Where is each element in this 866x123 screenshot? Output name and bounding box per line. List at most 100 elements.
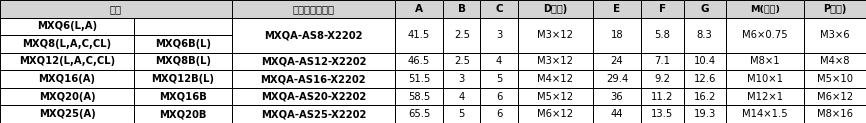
Bar [481, 105, 518, 123]
Bar [443, 70, 481, 88]
Text: MXQ25(A): MXQ25(A) [39, 109, 95, 119]
Text: D注１): D注１) [543, 4, 567, 14]
Text: 51.5: 51.5 [408, 74, 430, 84]
Text: 24: 24 [611, 56, 624, 67]
Bar [726, 105, 805, 123]
Bar [232, 105, 395, 123]
Bar [805, 18, 866, 53]
Text: MXQ6B(L): MXQ6B(L) [155, 39, 211, 49]
Text: MXQ16B: MXQ16B [159, 92, 207, 102]
Text: G: G [701, 4, 709, 14]
Text: 2.5: 2.5 [454, 30, 470, 40]
Text: MXQA-AS16-X2202: MXQA-AS16-X2202 [261, 74, 366, 84]
Bar [518, 53, 593, 70]
Bar [641, 0, 683, 18]
Text: アジャスタ品番: アジャスタ品番 [293, 4, 334, 14]
Bar [683, 70, 726, 88]
Bar [0, 105, 134, 123]
Text: 6: 6 [496, 109, 502, 119]
Bar [518, 70, 593, 88]
Text: 36: 36 [611, 92, 624, 102]
Bar [593, 105, 641, 123]
Text: 8.3: 8.3 [697, 30, 713, 40]
Text: 19.3: 19.3 [694, 109, 716, 119]
Text: B: B [458, 4, 466, 14]
Text: M10×1: M10×1 [747, 74, 783, 84]
Text: MXQ20(A): MXQ20(A) [39, 92, 95, 102]
Text: 5: 5 [459, 109, 465, 119]
Bar [232, 88, 395, 105]
Text: 16.2: 16.2 [694, 92, 716, 102]
Bar [683, 18, 726, 53]
Bar [683, 53, 726, 70]
Text: 11.2: 11.2 [651, 92, 674, 102]
Bar [641, 53, 683, 70]
Text: MXQ6(L,A): MXQ6(L,A) [37, 21, 97, 31]
Text: 3: 3 [496, 30, 502, 40]
Text: A: A [415, 4, 423, 14]
Bar [593, 18, 641, 53]
Text: M12×1: M12×1 [746, 92, 783, 102]
Bar [481, 18, 518, 53]
Text: MXQA-AS8-X2202: MXQA-AS8-X2202 [264, 30, 363, 40]
Text: M5×12: M5×12 [537, 92, 573, 102]
Text: 12.6: 12.6 [694, 74, 716, 84]
Bar [0, 0, 232, 18]
Bar [593, 88, 641, 105]
Text: F: F [659, 4, 666, 14]
Bar [232, 0, 395, 18]
Bar [805, 53, 866, 70]
Text: M3×12: M3×12 [537, 56, 573, 67]
Text: M(細目): M(細目) [750, 4, 780, 13]
Text: MXQ16(A): MXQ16(A) [38, 74, 95, 84]
Bar [593, 0, 641, 18]
Text: C: C [495, 4, 503, 14]
Bar [518, 0, 593, 18]
Bar [518, 18, 593, 53]
Text: 13.5: 13.5 [651, 109, 674, 119]
Bar [232, 0, 395, 18]
Bar [443, 18, 481, 53]
Bar [518, 88, 593, 105]
Bar [395, 0, 443, 18]
Bar [134, 53, 232, 70]
Text: M8×16: M8×16 [818, 109, 853, 119]
Text: 5: 5 [496, 74, 502, 84]
Text: 18: 18 [611, 30, 624, 40]
Text: 4: 4 [459, 92, 465, 102]
Text: M14×1.5: M14×1.5 [742, 109, 788, 119]
Bar [134, 88, 232, 105]
Bar [726, 0, 805, 18]
Bar [481, 70, 518, 88]
Bar [726, 70, 805, 88]
Text: 4: 4 [496, 56, 502, 67]
Text: 29.4: 29.4 [606, 74, 628, 84]
Bar [481, 53, 518, 70]
Bar [134, 18, 232, 35]
Bar [134, 105, 232, 123]
Bar [518, 0, 593, 18]
Bar [0, 0, 232, 18]
Bar [0, 18, 134, 35]
Bar [726, 18, 805, 53]
Bar [232, 53, 395, 70]
Bar [518, 105, 593, 123]
Text: MXQA-AS25-X2202: MXQA-AS25-X2202 [261, 109, 366, 119]
Text: 44: 44 [611, 109, 624, 119]
Bar [443, 0, 481, 18]
Bar [443, 88, 481, 105]
Text: MXQA-AS20-X2202: MXQA-AS20-X2202 [261, 92, 366, 102]
Text: M4×12: M4×12 [537, 74, 573, 84]
Bar [395, 88, 443, 105]
Text: 41.5: 41.5 [408, 30, 430, 40]
Bar [593, 53, 641, 70]
Text: M3×6: M3×6 [820, 30, 850, 40]
Text: 46.5: 46.5 [408, 56, 430, 67]
Bar [805, 88, 866, 105]
Bar [593, 70, 641, 88]
Bar [805, 0, 866, 18]
Bar [481, 88, 518, 105]
Bar [481, 0, 518, 18]
Bar [641, 88, 683, 105]
Text: M4×8: M4×8 [820, 56, 850, 67]
